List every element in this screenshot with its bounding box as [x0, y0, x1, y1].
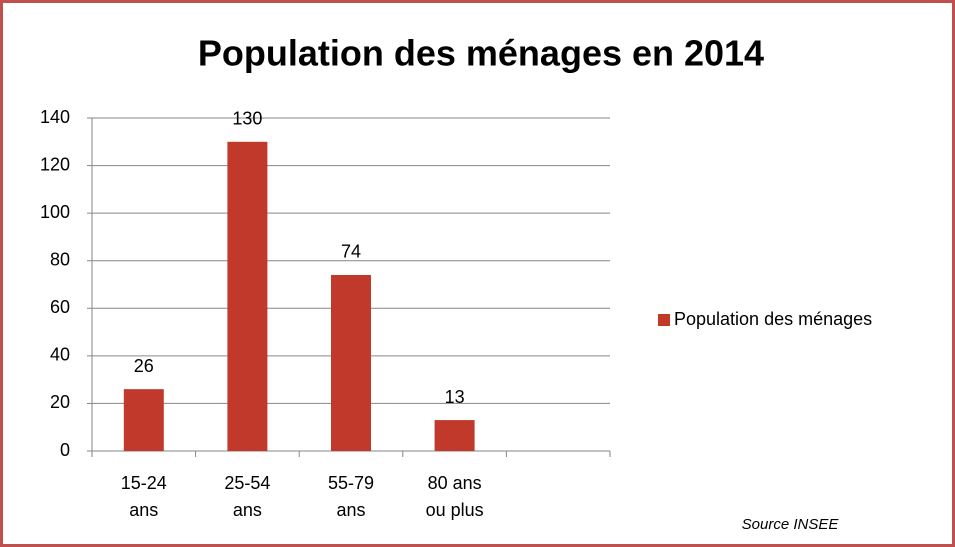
bar	[227, 141, 268, 452]
x-tick-label: 80 ans ou plus	[425, 473, 484, 520]
y-tick-label: 40	[50, 345, 70, 365]
y-tick-label: 100	[40, 202, 70, 222]
x-tick-label: 55-79 ans	[327, 473, 375, 520]
bar	[434, 420, 475, 451]
y-tick-label: 0	[60, 440, 70, 460]
chart-title: Population des ménages en 2014	[198, 33, 764, 74]
bar	[331, 274, 371, 451]
source-note: Source INSEE	[742, 516, 840, 533]
y-tick-label: 20	[50, 392, 70, 412]
y-tick-label: 120	[40, 154, 70, 174]
x-tick-label: 25-54 ans	[224, 473, 271, 520]
bar	[123, 389, 164, 451]
legend-swatch	[658, 314, 670, 326]
data-label: 74	[341, 242, 361, 262]
y-tick-label: 80	[50, 249, 70, 269]
y-tick-label: 140	[40, 107, 70, 127]
data-label: 13	[445, 387, 465, 407]
y-tick-label: 60	[50, 297, 70, 317]
data-label: 130	[232, 109, 262, 129]
legend-label: Population des ménages	[674, 309, 872, 329]
data-label: 26	[134, 356, 154, 376]
x-tick-label: 15-24 ans	[120, 473, 167, 520]
